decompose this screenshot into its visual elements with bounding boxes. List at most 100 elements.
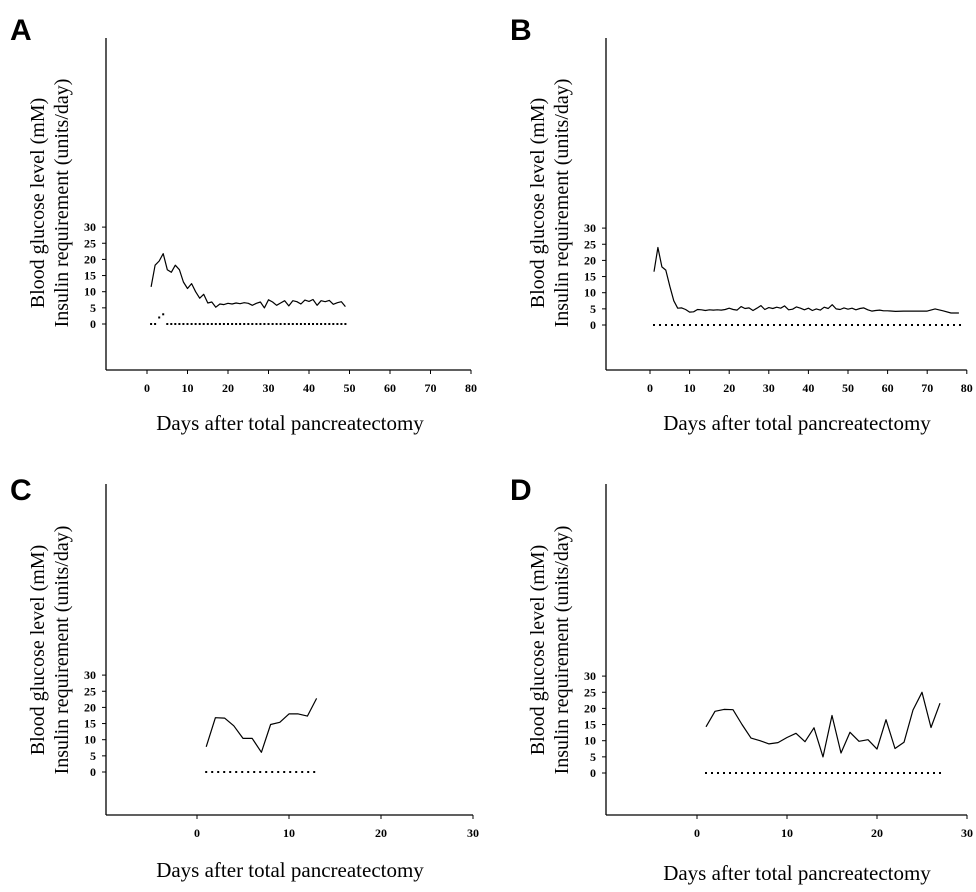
insulin-dot [182, 323, 185, 325]
y-axis-label-group: Blood glucose level (mM) Insulin requirem… [27, 79, 73, 328]
insulin-dot [301, 771, 304, 773]
y-axis-label-glucose: Blood glucose level (mM) [527, 98, 549, 309]
insulin-dot [779, 324, 781, 326]
y-tick-label: 30 [584, 669, 596, 683]
insulin-dot [689, 324, 691, 326]
insulin-dot [903, 772, 905, 774]
insulin-dot [773, 324, 775, 326]
insulin-dot [729, 772, 731, 774]
x-tick-label: 80 [961, 381, 973, 395]
y-tick-label: 30 [584, 221, 596, 235]
insulin-dot [683, 324, 685, 326]
glucose-line [150, 253, 346, 309]
x-tick-label: 40 [303, 381, 315, 395]
glucose-line [653, 246, 959, 314]
insulin-dot [303, 323, 306, 325]
glucose-line [705, 691, 941, 758]
panel-b: B 0 5 10 15 20 25 30 0 10 20 30 40 50 60 70 80 Days after… [510, 14, 973, 435]
insulin-dot [881, 324, 883, 326]
insulin-dot [336, 323, 339, 325]
insulin-dot [255, 323, 258, 325]
insulin-dot [324, 323, 327, 325]
insulin-dot [905, 324, 907, 326]
x-tick-label: 0 [194, 826, 200, 840]
x-axis-label: Days after total pancreatectomy [663, 411, 931, 435]
insulin-dot [713, 324, 715, 326]
x-tick-label: 20 [871, 826, 883, 840]
insulin-dot [873, 772, 875, 774]
y-tick-label: 10 [584, 734, 596, 748]
insulin-dot [827, 324, 829, 326]
panel-c: C 0 5 10 15 20 25 30 0 10 20 30 Days after total pan… [10, 474, 479, 882]
panel-letter: B [510, 14, 532, 47]
insulin-dot [755, 324, 757, 326]
insulin-dot [344, 323, 347, 325]
insulin-dot [243, 323, 246, 325]
insulin-dot [749, 324, 751, 326]
insulin-dot [725, 324, 727, 326]
insulin-dot [307, 771, 310, 773]
panel-a: A 0 5 10 15 20 25 30 0 10 20 30 40 50 60 70 80 Days after… [10, 14, 477, 435]
insulin-dot [737, 324, 739, 326]
insulin-dots [653, 324, 961, 326]
y-tick-label: 0 [90, 765, 96, 779]
insulin-dot [299, 323, 302, 325]
insulin-dot [277, 771, 280, 773]
y-axis-label-insulin: Insulin requirement (units/day) [551, 526, 573, 775]
x-tick-label: 40 [802, 381, 814, 395]
insulin-dot [861, 772, 863, 774]
insulin-dot [259, 771, 262, 773]
insulin-dot [741, 772, 743, 774]
insulin-dot [767, 324, 769, 326]
insulin-dot [809, 324, 811, 326]
insulin-dot [194, 323, 197, 325]
insulin-dot [275, 323, 278, 325]
insulin-dot [312, 323, 314, 325]
insulin-dot [202, 323, 205, 325]
x-axis-label: Days after total pancreatectomy [156, 858, 424, 882]
insulin-dot [785, 324, 787, 326]
insulin-dot [235, 323, 238, 325]
insulin-dot [845, 324, 847, 326]
y-axis-label-insulin: Insulin requirement (units/day) [51, 79, 73, 328]
insulin-dot [857, 324, 859, 326]
insulin-dot [765, 772, 767, 774]
x-tick-label: 0 [144, 381, 150, 395]
insulin-dot [259, 323, 262, 325]
insulin-dot [735, 772, 737, 774]
insulin-dot [855, 772, 857, 774]
insulin-dot [743, 324, 745, 326]
insulin-dot [801, 772, 803, 774]
x-tick-label: 80 [465, 381, 477, 395]
y-tick-label: 0 [90, 317, 96, 331]
insulin-dot [316, 323, 319, 325]
x-tick-label: 30 [263, 381, 275, 395]
insulin-dot [154, 323, 157, 325]
insulin-dot [795, 772, 797, 774]
insulin-dot [150, 323, 153, 325]
y-tick-label: 20 [584, 701, 596, 715]
x-tick-label: 0 [694, 826, 700, 840]
insulin-dot [911, 324, 913, 326]
y-tick-label: 20 [84, 700, 96, 714]
insulin-dot [909, 772, 911, 774]
insulin-dot [891, 772, 893, 774]
insulin-dots [205, 771, 316, 773]
x-axis-label: Days after total pancreatectomy [156, 411, 424, 435]
insulin-dot [253, 771, 256, 773]
insulin-dot [923, 324, 925, 326]
insulin-dot [803, 324, 805, 326]
insulin-dot [953, 324, 955, 326]
x-tick-label: 70 [425, 381, 437, 395]
x-tick-label: 60 [882, 381, 894, 395]
insulin-dot [222, 323, 225, 325]
insulin-dot [231, 323, 234, 325]
x-tick-label: 0 [647, 381, 653, 395]
insulin-dot [271, 771, 274, 773]
insulin-dot [251, 323, 254, 325]
insulin-dot [241, 771, 244, 773]
x-tick-label: 60 [384, 381, 396, 395]
insulin-dot [887, 324, 889, 326]
insulin-dot [753, 772, 755, 774]
insulin-dot [287, 323, 290, 325]
